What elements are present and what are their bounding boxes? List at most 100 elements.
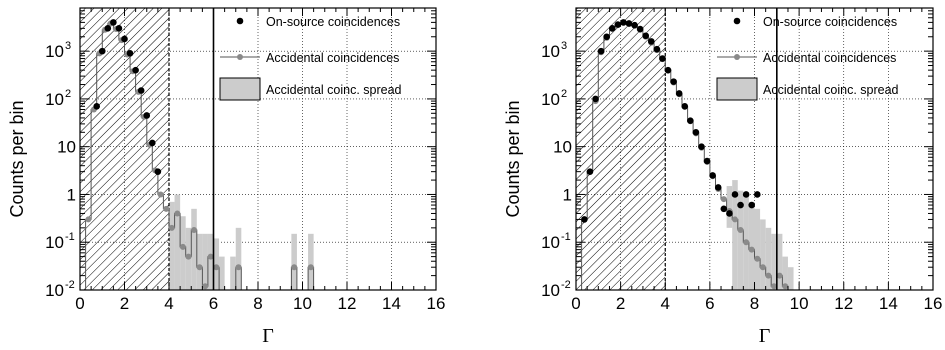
spread-band [782, 256, 788, 290]
spread-band [737, 190, 744, 290]
accidental-point [168, 224, 175, 231]
on-source-point [698, 143, 705, 150]
y-tick-label: 10 [45, 42, 64, 61]
x-tick-label: 6 [209, 294, 218, 313]
on-source-point [642, 32, 650, 40]
y-tick-exponent: 3 [65, 40, 71, 52]
accidental-point [202, 283, 209, 290]
spread-band [765, 227, 772, 290]
accidental-point [731, 216, 738, 223]
on-source-point [720, 205, 728, 213]
legend-swatch-spread [716, 77, 758, 101]
legend-marker-accidental [734, 54, 740, 60]
y-axis-label: Counts per bin [7, 100, 27, 217]
x-tick-label: 2 [616, 294, 625, 313]
y-tick-exponent: -2 [561, 279, 571, 291]
on-source-point [126, 50, 134, 57]
y-tick-exponent: 2 [65, 88, 71, 100]
on-source-point [675, 90, 683, 97]
on-source-point [592, 95, 599, 103]
accidental-point [776, 272, 783, 279]
x-tick-label: 12 [338, 294, 357, 313]
accidental-point [185, 253, 192, 260]
x-tick-label: 12 [834, 294, 853, 313]
on-source-point [121, 35, 128, 43]
legend-label-on-source: On-source coincidences [763, 15, 897, 29]
legend-marker-on-source [733, 17, 741, 25]
spread-band [191, 208, 197, 290]
y-tick-exponent: -1 [65, 231, 75, 243]
on-source-point [709, 172, 716, 179]
x-tick-label: 4 [661, 294, 670, 313]
accidental-point [782, 283, 789, 290]
spread-band [230, 256, 236, 290]
on-source-point [748, 201, 756, 209]
on-source-point [586, 168, 594, 175]
accidental-point [759, 264, 766, 271]
on-source-point [648, 38, 655, 45]
on-source-point [742, 191, 750, 198]
spread-band [754, 208, 761, 290]
y-tick-label: 10 [553, 138, 572, 157]
x-tick-label: 10 [293, 294, 312, 313]
accidental-point [743, 239, 750, 246]
y-tick-label: 10 [541, 281, 560, 300]
on-source-point [636, 25, 644, 33]
y-tick-label: 1 [563, 185, 572, 204]
spread-band [771, 233, 777, 290]
spread-band [787, 267, 794, 290]
x-tick-label: 8 [253, 294, 262, 313]
accidental-point [213, 264, 220, 271]
accidental-point [754, 255, 761, 262]
spread-band [760, 219, 766, 290]
accidental-point [771, 283, 778, 290]
y-tick-label: 10 [541, 42, 560, 61]
spread-band [196, 233, 203, 290]
x-axis-label: Γ [262, 325, 274, 347]
grid [576, 8, 933, 290]
y-tick-label: 1 [67, 185, 76, 204]
x-tick-label: 16 [427, 294, 446, 313]
x-tick-label: 0 [75, 294, 84, 313]
on-source-point [597, 47, 605, 55]
accidental-point [737, 227, 744, 234]
on-source-point [154, 168, 162, 175]
spread-band [207, 233, 214, 290]
on-source-point [687, 117, 694, 124]
accidental-point [174, 210, 181, 217]
accidental-point [196, 264, 203, 271]
x-tick-label: 0 [571, 294, 580, 313]
on-source-point [714, 184, 722, 191]
on-source-point [731, 191, 739, 198]
on-source-point [143, 112, 151, 119]
on-source-point [670, 78, 677, 85]
y-tick-exponent: -2 [65, 279, 75, 291]
spread-band [291, 233, 297, 290]
y-tick-label: 10 [45, 281, 64, 300]
on-source-point [631, 21, 638, 29]
accidental-point [235, 264, 242, 271]
on-source-point [653, 45, 661, 53]
x-tick-label: 6 [705, 294, 714, 313]
x-axis-label: Γ [759, 325, 771, 347]
x-tick-label: 2 [120, 294, 129, 313]
x-tick-label: 16 [924, 294, 943, 313]
accidental-point [720, 196, 727, 203]
on-source-point [620, 19, 627, 26]
accidental-point [191, 227, 198, 234]
x-tick-label: 10 [790, 294, 809, 313]
legend-marker-on-source [236, 17, 244, 25]
accidental-point [179, 243, 186, 250]
accidental-point [765, 272, 772, 279]
y-tick-label: 10 [57, 138, 76, 157]
spread-band [202, 233, 208, 290]
legend: On-source coincidences Accidental coincid… [716, 15, 899, 101]
accidental-point [307, 264, 314, 271]
legend-marker-accidental [237, 54, 243, 60]
on-source-point [149, 139, 156, 147]
x-tick-label: 14 [382, 294, 401, 313]
accidental-point [207, 253, 214, 260]
